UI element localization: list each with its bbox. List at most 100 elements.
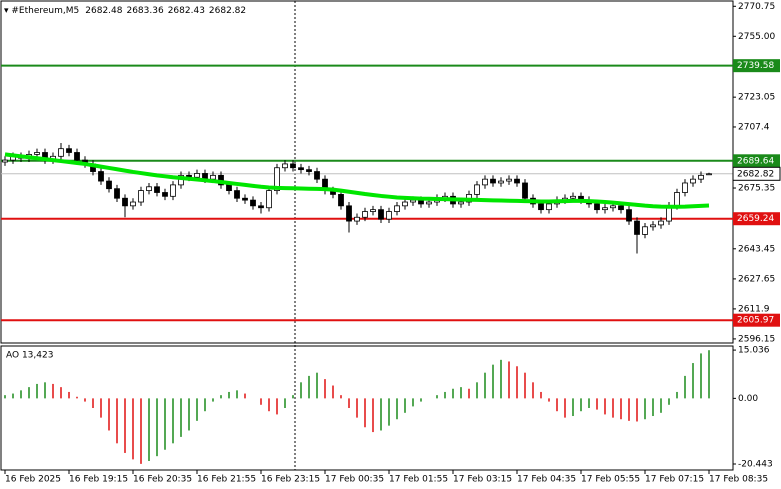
moving-average bbox=[4, 152, 710, 209]
candle-body bbox=[114, 188, 120, 199]
y-tick-label: 2675.35 bbox=[738, 184, 775, 194]
x-tick-label: 16 Feb 23:15 bbox=[261, 475, 320, 485]
candle-body bbox=[402, 201, 408, 207]
candle-body bbox=[418, 199, 424, 205]
candle-body bbox=[266, 190, 272, 209]
ohlc-open: 2682.48 bbox=[85, 6, 122, 16]
candle-body bbox=[546, 203, 552, 211]
indicator-y-tick-label: 15.036 bbox=[738, 346, 770, 356]
x-tick-label: 16 Feb 20:35 bbox=[133, 475, 192, 485]
y-tick-label: 2755.00 bbox=[738, 32, 775, 42]
candle-body bbox=[226, 184, 232, 191]
candle-body bbox=[138, 190, 144, 203]
candle-body bbox=[282, 163, 288, 169]
indicator-y-tick-label: 0.00 bbox=[738, 394, 758, 404]
candle-body bbox=[490, 178, 496, 184]
candle-body bbox=[274, 167, 280, 191]
x-tick-label: 16 Feb 21:55 bbox=[197, 475, 256, 485]
level-label: 2739.58 bbox=[737, 61, 774, 71]
candle-body bbox=[74, 152, 80, 161]
candle-body bbox=[242, 197, 248, 201]
ohlc-high: 2683.36 bbox=[126, 6, 163, 16]
candle-body bbox=[306, 169, 312, 172]
indicator-y-tick-label: -20.443 bbox=[738, 460, 773, 470]
price-label-box bbox=[732, 166, 781, 181]
chart-header: ▾ #Ethereum,M5 2682.48 2683.36 2682.43 2682.… bbox=[4, 6, 246, 16]
y-tick-label: 2643.45 bbox=[738, 244, 775, 254]
price-label: 2682.82 bbox=[737, 169, 774, 179]
candle-body bbox=[106, 180, 112, 190]
candle-body bbox=[514, 178, 520, 184]
x-tick-label: 17 Feb 08:35 bbox=[709, 475, 768, 485]
candle-body bbox=[346, 205, 352, 222]
candle-body bbox=[258, 205, 264, 209]
candle-body bbox=[642, 226, 648, 235]
menu-arrow: ▾ bbox=[4, 6, 11, 16]
candle-body bbox=[34, 152, 40, 155]
level-label: 2659.24 bbox=[737, 214, 774, 224]
level-label-box bbox=[733, 212, 780, 226]
level-label-box bbox=[733, 154, 780, 168]
candle-body bbox=[154, 186, 160, 193]
x-tick-label: 16 Feb 19:15 bbox=[69, 475, 128, 485]
candle-body bbox=[394, 205, 400, 212]
candle-body bbox=[146, 186, 152, 191]
candle-body bbox=[338, 194, 344, 207]
candle-body bbox=[370, 209, 376, 212]
candle-body bbox=[682, 182, 688, 193]
level-label-box bbox=[733, 313, 780, 327]
indicator-panel-frame bbox=[0, 345, 734, 471]
candle-body bbox=[98, 171, 104, 182]
x-tick-label: 16 Feb 2025 bbox=[5, 475, 61, 485]
level-label-box bbox=[733, 59, 780, 73]
x-tick-label: 17 Feb 01:55 bbox=[389, 475, 448, 485]
candle-body bbox=[610, 205, 616, 209]
candle-body bbox=[298, 167, 304, 171]
candle-body bbox=[290, 163, 296, 169]
candle-body bbox=[234, 190, 240, 199]
x-tick-label: 17 Feb 04:35 bbox=[517, 475, 576, 485]
x-tick-label: 17 Feb 07:15 bbox=[645, 475, 704, 485]
level-label: 2689.64 bbox=[737, 156, 774, 166]
candle-body bbox=[170, 184, 176, 197]
candle-body bbox=[122, 197, 128, 207]
candle-body bbox=[626, 209, 632, 222]
y-tick-label: 2611.9 bbox=[738, 304, 770, 314]
candle-body bbox=[250, 199, 256, 207]
candle-body bbox=[482, 178, 488, 186]
y-tick-label: 2627.65 bbox=[738, 274, 775, 284]
candle-body bbox=[210, 174, 216, 180]
candle-body bbox=[658, 220, 664, 226]
candle-body bbox=[506, 178, 512, 182]
x-tick-label: 17 Feb 00:35 bbox=[325, 475, 384, 485]
candle-body bbox=[690, 178, 696, 184]
y-tick-label: 2707.4 bbox=[738, 122, 770, 132]
candle-body bbox=[386, 211, 392, 220]
chart-title: #Ethereum,M5 bbox=[11, 6, 79, 16]
candle-body bbox=[130, 201, 136, 207]
candle-body bbox=[522, 182, 528, 199]
candle-body bbox=[458, 201, 464, 205]
x-tick-label: 17 Feb 03:15 bbox=[453, 475, 512, 485]
y-tick-label: 2723.05 bbox=[738, 93, 775, 103]
candle-body bbox=[378, 209, 384, 220]
candle-body bbox=[474, 184, 480, 195]
candle-body bbox=[698, 174, 704, 180]
candle-body bbox=[706, 173, 712, 176]
candle-body bbox=[650, 224, 656, 228]
candle-body bbox=[194, 173, 200, 178]
candle-body bbox=[618, 205, 624, 211]
ohlc-low: 2682.43 bbox=[168, 6, 205, 16]
candle-body bbox=[426, 201, 432, 205]
x-tick-label: 17 Feb 05:55 bbox=[581, 475, 640, 485]
ohlc-close: 2682.82 bbox=[209, 6, 246, 16]
candle-body bbox=[498, 180, 504, 184]
candle-body bbox=[602, 207, 608, 211]
candle-body bbox=[58, 148, 64, 157]
candle-body bbox=[634, 220, 640, 235]
candle-body bbox=[66, 148, 72, 153]
candle-body bbox=[538, 203, 544, 211]
candle-body bbox=[354, 216, 360, 222]
y-tick-label: 2770.75 bbox=[738, 2, 775, 12]
